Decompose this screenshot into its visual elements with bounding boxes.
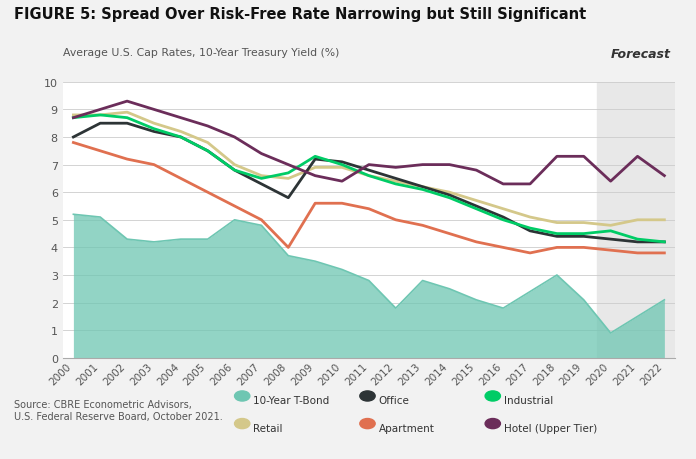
Text: Average U.S. Cap Rates, 10-Year Treasury Yield (%): Average U.S. Cap Rates, 10-Year Treasury… — [63, 48, 339, 58]
Text: Retail: Retail — [253, 423, 283, 433]
Text: Hotel (Upper Tier): Hotel (Upper Tier) — [504, 423, 597, 433]
Text: Industrial: Industrial — [504, 395, 553, 405]
Text: FIGURE 5: Spread Over Risk-Free Rate Narrowing but Still Significant: FIGURE 5: Spread Over Risk-Free Rate Nar… — [14, 7, 586, 22]
Text: Forecast: Forecast — [610, 48, 670, 61]
Text: Apartment: Apartment — [379, 423, 434, 433]
Bar — [597, 83, 678, 358]
Text: 10-Year T-Bond: 10-Year T-Bond — [253, 395, 330, 405]
Text: Source: CBRE Econometric Advisors,
U.S. Federal Reserve Board, October 2021.: Source: CBRE Econometric Advisors, U.S. … — [14, 399, 223, 421]
Text: Office: Office — [379, 395, 409, 405]
